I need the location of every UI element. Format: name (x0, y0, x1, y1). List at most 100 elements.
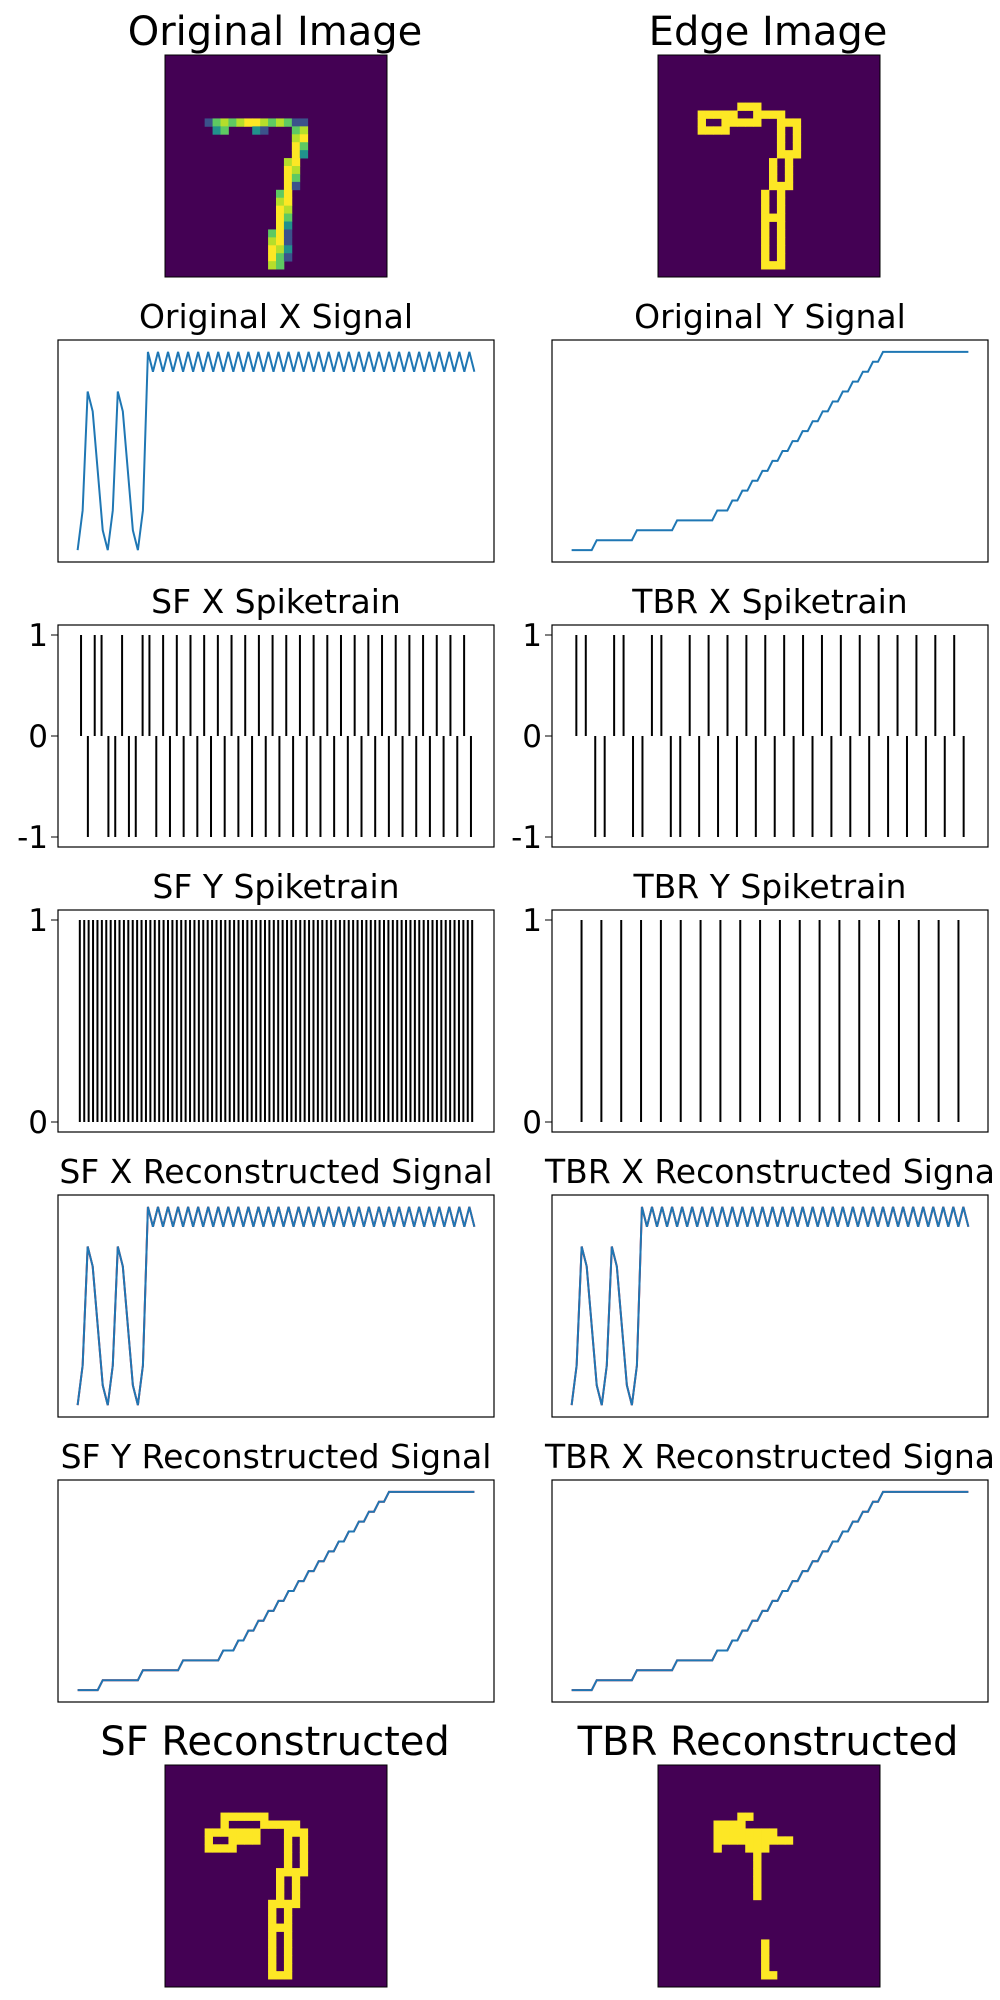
chart-panel-10: TBR X Reconstructed Signa (544, 1437, 995, 1703)
image-pixel (776, 181, 786, 191)
image-pixel (784, 150, 794, 159)
image-pixel (276, 229, 285, 238)
image-pixel (252, 1812, 261, 1821)
image-pixel (283, 1852, 293, 1861)
image-pixel (761, 1955, 770, 1964)
series-line-2 (76, 1206, 476, 1406)
series-line-2 (570, 1206, 970, 1406)
image-pixel (283, 245, 293, 254)
chart-panel-5: SF Y Spiketrain 0 1 (28, 867, 495, 1141)
image-frame (164, 54, 388, 278)
image-pixel (784, 181, 794, 191)
image-panel-4: TBR Reconstructed (577, 1719, 959, 1988)
image-pixel (283, 197, 293, 207)
axes-frame (57, 1194, 495, 1418)
image-pixel (753, 1852, 762, 1861)
image-pixel (299, 1844, 309, 1853)
image-pixel (276, 1891, 285, 1901)
image-pixel (299, 118, 309, 127)
image-pixel (753, 1868, 762, 1877)
image-pixel (276, 245, 285, 254)
chart-panel-4: TBR X Spiketrain -1 0 1 (511, 582, 989, 856)
image-pixel (276, 237, 285, 246)
image-pixel (268, 1923, 277, 1932)
image-pixel (291, 1883, 301, 1893)
image-pixel (753, 1828, 762, 1837)
image-pixel (761, 1836, 770, 1845)
image-pixel (268, 1971, 277, 1980)
image-pixel (220, 1820, 229, 1829)
image-pixel (776, 261, 786, 270)
image-pixel (761, 245, 770, 254)
image-pixel (721, 1828, 730, 1837)
image-pixel (260, 126, 269, 135)
image-pixel (228, 1812, 237, 1821)
image-pixel (729, 1836, 738, 1845)
image-pixel (769, 1971, 778, 1980)
image-pixel (721, 1836, 730, 1845)
image-pixel (283, 1931, 293, 1940)
image-pixel (697, 118, 706, 127)
series-line-1 (76, 1206, 476, 1406)
image-pixel (276, 1820, 285, 1829)
image-pixel (283, 221, 293, 230)
image-pixel (737, 1836, 746, 1845)
chart-title: TBR X Reconstructed Signa (544, 1437, 995, 1476)
image-pixel (792, 118, 802, 127)
image-pixel (220, 1844, 229, 1853)
image-title: SF Reconstructed (100, 1719, 450, 1765)
image-pixel (299, 1836, 309, 1845)
image-pixel (268, 1907, 277, 1917)
image-pixel (776, 134, 786, 143)
image-pixel (745, 1812, 754, 1821)
image-panel-3: SF Reconstructed (100, 1719, 450, 1988)
image-pixel (776, 142, 786, 151)
image-pixel (761, 110, 770, 119)
image-pixel (792, 150, 802, 159)
image-pixel (769, 213, 778, 222)
image-pixel (769, 166, 778, 175)
image-pixel (220, 1812, 229, 1821)
image-pixel (283, 189, 293, 199)
image-pixel (721, 118, 730, 127)
image-pixel (705, 126, 714, 135)
image-pixel (792, 126, 802, 135)
image-pixel (276, 253, 285, 262)
image-pixel (228, 1836, 237, 1845)
image-pixel (283, 158, 293, 167)
image-pixel (784, 1836, 794, 1845)
image-pixel (776, 229, 786, 238)
image-pixel (776, 197, 786, 207)
image-frame (164, 1764, 388, 1988)
axes-frame (551, 1479, 989, 1703)
image-pixel (283, 166, 293, 175)
image-pixel (745, 1828, 754, 1837)
image-pixel (283, 1971, 293, 1980)
image-pixel (761, 197, 770, 207)
image-pixel (291, 150, 301, 159)
axes-frame (551, 909, 989, 1133)
image-pixel (299, 142, 309, 151)
image-pixel (745, 118, 754, 127)
image-pixel (204, 118, 213, 127)
image-pixel (769, 181, 778, 191)
image-pixel (784, 158, 794, 167)
image-pixel (737, 1828, 746, 1837)
y-tick-label: -1 (511, 820, 542, 856)
image-pixel (276, 213, 285, 222)
image-pixel (228, 118, 237, 127)
chart-panel-1: Original X Signal (57, 297, 495, 563)
image-pixel (769, 1836, 778, 1845)
image-pixel (737, 1812, 746, 1821)
image-title: TBR Reconstructed (577, 1719, 959, 1765)
image-pixel (220, 118, 229, 127)
image-pixel (268, 237, 277, 246)
image-pixel (283, 1899, 293, 1909)
image-pixel (761, 1963, 770, 1972)
image-pixel (276, 1899, 285, 1909)
image-pixel (713, 126, 722, 135)
image-pixel (291, 1868, 301, 1877)
y-tick-label: 0 (28, 1105, 48, 1141)
image-pixel (776, 150, 786, 159)
image-pixel (705, 110, 714, 119)
